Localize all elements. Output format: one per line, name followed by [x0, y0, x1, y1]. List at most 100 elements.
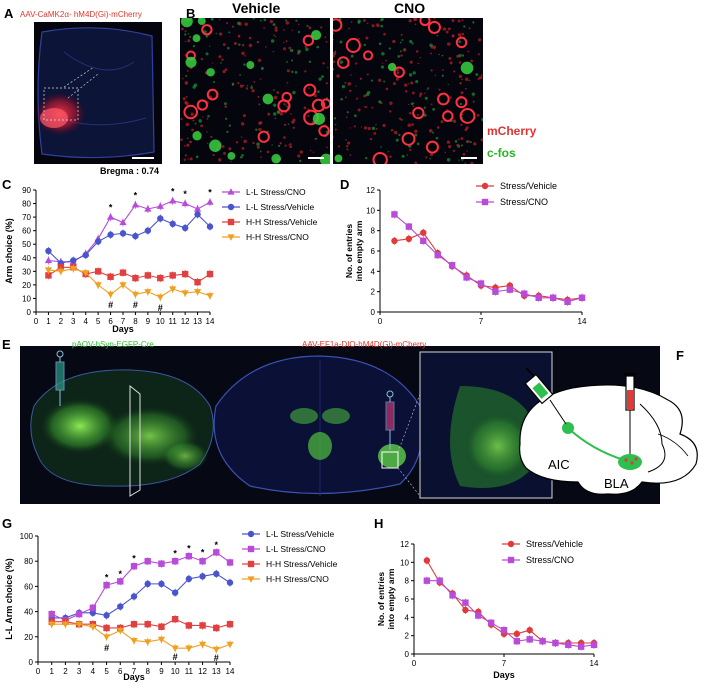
g-y-tick-label: 40	[24, 608, 33, 617]
micrograph-speck	[417, 62, 419, 65]
micrograph-speck	[240, 122, 245, 126]
micrograph-speck	[189, 157, 193, 161]
micrograph-speck	[410, 81, 414, 85]
c-x-tick-label: 12	[181, 317, 190, 326]
cfos-cell	[192, 34, 201, 43]
micrograph-speck	[363, 126, 368, 130]
d-data-point	[405, 223, 413, 230]
micrograph-speck	[212, 62, 214, 64]
g-x-tick-label: 5	[104, 667, 109, 676]
c-data-point	[44, 267, 53, 274]
c-data-point	[156, 202, 164, 209]
micrograph-speck	[334, 128, 337, 131]
micrograph-speck	[333, 60, 336, 63]
g-data-point	[130, 637, 138, 645]
g-data-point	[226, 559, 234, 566]
micrograph-speck	[438, 88, 441, 91]
micrograph-speck	[292, 121, 295, 124]
micrograph-speck	[471, 92, 475, 96]
micrograph-speck	[283, 102, 286, 106]
mcherry-cell	[336, 56, 350, 69]
micrograph-speck	[378, 100, 382, 104]
panel-d-chart: 0 7 14 0 2 4 6 8 10 12 No. of entries into empty ar…	[344, 181, 587, 326]
micrograph-speck	[250, 86, 253, 89]
g-x-tick-label: 2	[63, 667, 68, 676]
micrograph-speck	[470, 161, 474, 164]
micrograph-speck	[383, 32, 386, 36]
mcherry-cell	[281, 91, 293, 103]
micrograph-speck	[207, 114, 210, 118]
micrograph-speck	[191, 128, 194, 132]
micrograph-speck	[242, 114, 246, 118]
d-data-point	[391, 211, 398, 218]
micrograph-speck	[458, 40, 461, 44]
micrograph-speck	[285, 40, 288, 43]
g-data-point	[117, 603, 124, 610]
g-data-point	[144, 621, 151, 628]
g-data-point	[89, 624, 97, 631]
cfos-cell	[271, 153, 281, 164]
c-data-point	[193, 289, 202, 296]
d-y-tick-label: 12	[366, 186, 375, 195]
micrograph-speck	[223, 102, 227, 106]
h-x-tick-label: 7	[502, 659, 507, 668]
micrograph-speck	[274, 117, 277, 120]
micrograph-speck	[426, 88, 429, 91]
h-data-point	[487, 619, 495, 627]
micrograph-speck	[308, 60, 312, 63]
micrograph-speck	[375, 127, 378, 130]
micrograph-speck	[184, 154, 188, 157]
c-data-point	[45, 247, 52, 255]
g-data-point	[185, 645, 193, 652]
micrograph-speck	[408, 19, 412, 23]
micrograph-speck	[480, 138, 483, 142]
c-data-point	[169, 197, 177, 204]
micrograph-speck	[380, 24, 384, 28]
micrograph-speck	[385, 59, 387, 62]
c-legend-marker	[227, 234, 235, 241]
g-data-point	[103, 624, 110, 632]
micrograph-speck	[241, 146, 245, 150]
micrograph-speck	[294, 71, 298, 74]
d-data-point	[535, 294, 542, 301]
micrograph-speck	[460, 123, 463, 126]
micrograph-speck	[355, 85, 357, 87]
micrograph-speck	[237, 35, 240, 38]
micrograph-speck	[470, 59, 474, 63]
micrograph-speck	[290, 113, 292, 115]
micrograph-speck	[182, 77, 184, 80]
micrograph-speck	[360, 126, 363, 128]
micrograph-speck	[396, 69, 400, 72]
mcherry-cell	[257, 130, 270, 143]
micrograph-speck	[283, 136, 286, 139]
micrograph-speck	[241, 43, 245, 47]
micrograph-speck	[413, 18, 418, 22]
micrograph-speck	[285, 19, 288, 22]
micrograph-speck	[320, 26, 323, 29]
g-y-tick-label: 0	[29, 658, 34, 667]
micrograph-speck	[477, 77, 480, 80]
micrograph-speck	[233, 42, 237, 46]
g-x-tick-label: 10	[171, 667, 180, 676]
micrograph-speck	[288, 144, 290, 146]
micrograph-speck	[239, 73, 241, 76]
micrograph-speck	[369, 137, 373, 141]
micrograph-speck	[215, 32, 217, 35]
micrograph-speck	[432, 131, 435, 134]
micrograph-speck	[381, 52, 385, 56]
panel-letter-c: C	[2, 177, 12, 192]
g-data-point	[199, 573, 206, 580]
micrograph-speck	[353, 125, 356, 128]
micrograph-speck	[419, 56, 421, 59]
micrograph-speck	[458, 61, 462, 64]
h-x-tick-label: 14	[590, 659, 599, 668]
g-y-tick-label: 20	[24, 633, 33, 642]
micrograph-speck	[297, 154, 301, 158]
micrograph-speck	[449, 96, 452, 99]
micrograph-speck	[333, 117, 337, 120]
micrograph-speck	[411, 123, 415, 126]
micrograph-speck	[477, 53, 480, 56]
micrograph-speck	[390, 129, 394, 132]
c-data-point	[144, 272, 152, 279]
h-series-line-0	[426, 560, 594, 644]
